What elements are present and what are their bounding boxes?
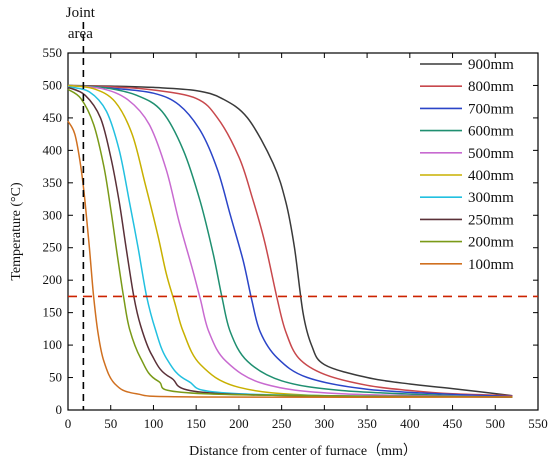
x-tick-label: 100 (144, 416, 164, 431)
legend-label: 600mm (468, 124, 514, 140)
x-tick-label: 300 (315, 416, 335, 431)
y-tick-label: 0 (56, 402, 63, 417)
x-tick-label: 350 (357, 416, 377, 431)
y-tick-label: 300 (43, 207, 63, 222)
series-line-400mm (67, 84, 513, 398)
y-tick-label: 450 (43, 110, 63, 125)
series-line-800mm (67, 84, 513, 397)
y-tick-label: 500 (43, 77, 63, 92)
series-line-600mm (67, 84, 513, 398)
axes: 0 50 100 150 200 250 300 350 400 450 500 550 0 50 100 1… (43, 45, 548, 431)
x-tick-label: 50 (104, 416, 117, 431)
y-tick-label: 350 (43, 175, 63, 190)
x-axis-label: Distance from center of furnace（mm） (189, 443, 417, 459)
x-tick-label: 500 (486, 416, 506, 431)
legend-label: 300mm (468, 190, 514, 206)
y-tick-label: 250 (43, 240, 63, 255)
legend-label: 250mm (468, 212, 514, 228)
legend-label: 500mm (468, 146, 514, 162)
y-tick-label: 400 (43, 142, 63, 157)
series-line-700mm (67, 84, 513, 398)
legend: 900mm 800mm 700mm 600mm 500mm 400mm 300mm 250mm… (420, 57, 514, 273)
series-line-500mm (67, 84, 513, 398)
series-line-100mm (67, 120, 513, 399)
x-tick-label: 400 (400, 416, 420, 431)
legend-label: 200mm (468, 235, 514, 251)
legend-label: 400mm (468, 168, 514, 184)
reference-lines (68, 22, 538, 410)
legend-label: 800mm (468, 79, 514, 95)
legend-label: 700mm (468, 101, 514, 117)
x-tick-label: 550 (528, 416, 548, 431)
series-lines (67, 84, 513, 399)
legend-label: 100mm (468, 257, 514, 273)
x-tick-label: 150 (186, 416, 206, 431)
series-line-900mm (67, 84, 513, 397)
x-tick-label: 200 (229, 416, 249, 431)
series-line-200mm (67, 88, 513, 398)
joint-area-label-line2: area (68, 26, 93, 42)
x-tick-label: 450 (443, 416, 463, 431)
x-tick-label: 0 (65, 416, 72, 431)
y-tick-label: 100 (43, 337, 63, 352)
plot-frame (67, 52, 539, 411)
legend-label: 900mm (468, 57, 514, 73)
y-tick-label: 200 (43, 272, 63, 287)
x-tick-label: 250 (272, 416, 292, 431)
y-tick-label: 50 (49, 370, 62, 385)
joint-area-label-line1: Joint (66, 5, 96, 21)
y-axis-label: Temperature (°C) (9, 182, 24, 281)
y-tick-label: 150 (43, 305, 63, 320)
y-tick-label: 550 (43, 45, 63, 60)
